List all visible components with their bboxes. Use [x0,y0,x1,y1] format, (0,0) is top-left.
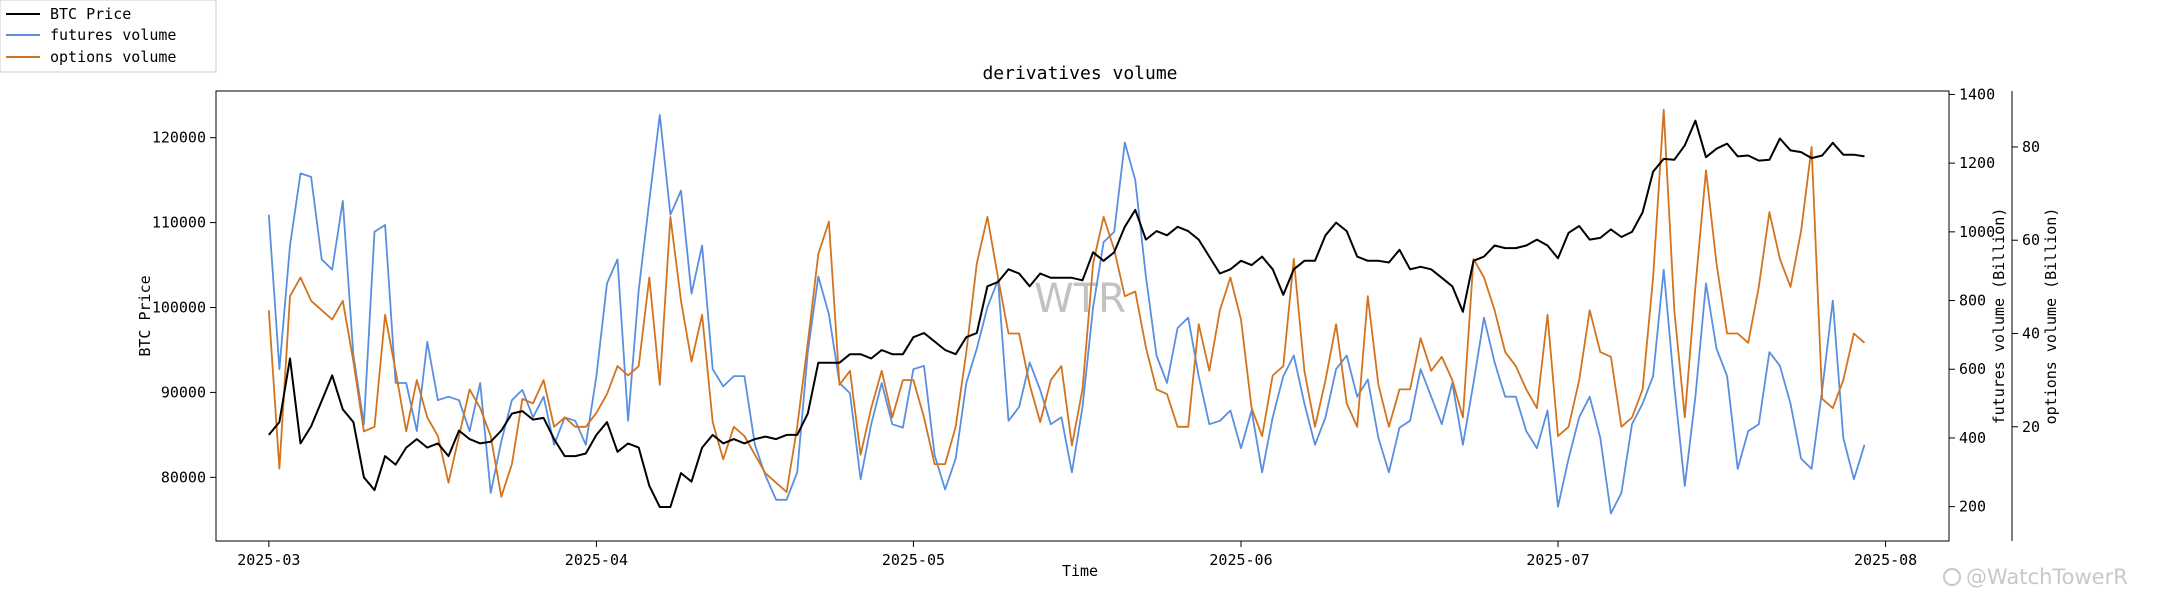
options-axis-label: options volume (Billion) [2042,208,2060,425]
legend-label-options-volume: options volume [50,48,176,66]
credit-text: @WatchTowerR [1966,565,2128,589]
futures-tick-label: 1200 [1959,154,1995,172]
x-tick-label: 2025-04 [565,551,628,569]
x-tick-label: 2025-03 [237,551,300,569]
weibo-icon [1943,568,1961,586]
futures-tick-label: 1400 [1959,85,1995,103]
futures-axis: 200 400 600 800 1000 1200 1400 [1949,85,1995,516]
x-tick-label: 2025-05 [882,551,945,569]
options-tick-label: 40 [2022,324,2040,342]
options-tick-label: 60 [2022,231,2040,249]
legend-label-btc-price: BTC Price [50,5,131,23]
options-tick-label: 80 [2022,138,2040,156]
x-axis: 2025-03 2025-04 2025-05 2025-06 2025-07 2025-… [237,541,1917,569]
price-tick-label: 100000 [152,299,206,317]
options-volume-line [267,108,1866,498]
series-layer [267,108,1866,515]
futures-tick-label: 800 [1959,292,1986,310]
plot-frame [215,90,1950,542]
btc-price-line [268,119,1865,508]
x-tick-label: 2025-07 [1526,551,1589,569]
futures-axis-label: futures volume (Billion) [1990,208,2008,425]
options-tick-label: 20 [2022,418,2040,436]
price-axis: 80000 90000 100000 110000 120000 [152,129,216,486]
chart-title: derivatives volume [982,63,1177,84]
x-tick-label: 2025-08 [1854,551,1917,569]
watermark-text: WTR [1034,276,1126,322]
price-tick-label: 90000 [161,383,206,401]
price-tick-label: 80000 [161,468,206,486]
price-tick-label: 110000 [152,214,206,232]
futures-tick-label: 400 [1959,429,1986,447]
x-tick-label: 2025-06 [1209,551,1272,569]
price-tick-label: 120000 [152,129,206,147]
legend: BTC Price futures volume options volume [0,0,217,73]
futures-volume-line [267,114,1866,515]
futures-tick-label: 200 [1959,498,1986,516]
futures-tick-label: 600 [1959,360,1986,378]
x-axis-label: Time [1062,562,1098,580]
credit: @WatchTowerR [1943,565,2128,589]
options-axis: 20 40 60 80 [2012,138,2040,436]
price-axis-label: BTC Price [136,275,154,356]
futures-tick-label: 1000 [1959,223,1995,241]
legend-label-futures-volume: futures volume [50,26,176,44]
